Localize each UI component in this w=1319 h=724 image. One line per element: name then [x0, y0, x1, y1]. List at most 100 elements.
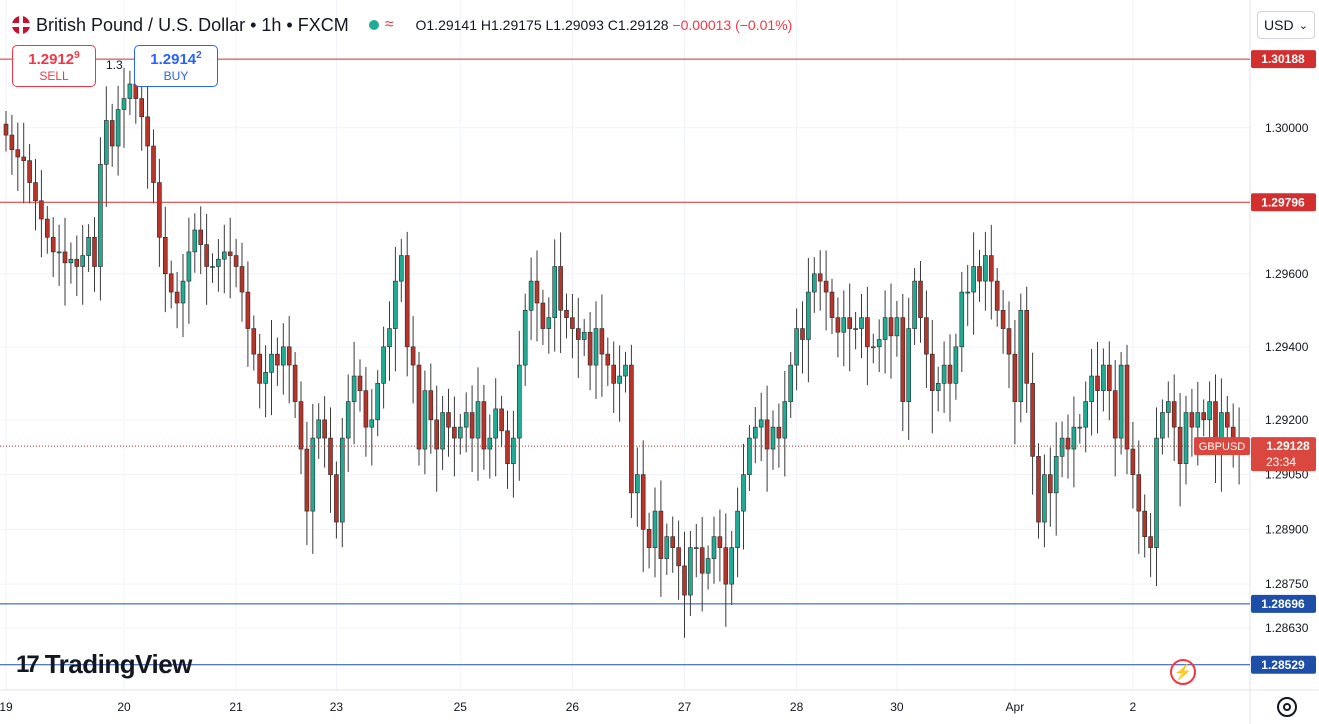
candle-body-up: [516, 364, 522, 439]
candle-body-down: [605, 353, 611, 366]
candle-body-down: [139, 98, 144, 118]
resistance-label-box: [1251, 50, 1316, 69]
candle-body-up: [1059, 437, 1065, 457]
candle-body-down: [646, 529, 652, 548]
candle-body-up: [652, 510, 658, 548]
x-tick-label: 27: [678, 700, 692, 714]
candle-body-up: [1071, 426, 1077, 450]
candle-body-down: [918, 280, 923, 318]
candle-body-down: [163, 237, 168, 275]
x-tick-label: 20: [117, 700, 131, 714]
candle-body-down: [39, 200, 44, 220]
candle-body-down: [92, 237, 97, 267]
candle-body-down: [363, 390, 369, 428]
candle-body-up: [463, 412, 469, 428]
candle-body-up: [1160, 412, 1165, 439]
candle-body-up: [983, 255, 988, 282]
candle-body-down: [275, 353, 280, 366]
candle-body-down: [109, 120, 115, 147]
lightning-icon[interactable]: ⚡: [1170, 659, 1196, 685]
candle-body-up: [487, 437, 493, 450]
candle-body-down: [776, 426, 782, 439]
logo-text: TradingView: [44, 649, 193, 679]
candle-body-down: [1130, 448, 1136, 475]
candle-body-down: [322, 419, 327, 439]
candle-body-down: [257, 353, 263, 384]
buy-price-pip: 2: [196, 50, 202, 61]
buy-price: 1.2914: [150, 51, 197, 68]
candle-body-down: [357, 375, 363, 391]
candle-body-up: [941, 364, 947, 384]
candle-body-down: [304, 448, 310, 512]
candle-body-down: [540, 302, 546, 329]
candle-body-up: [457, 426, 463, 439]
candle-body-down: [1171, 401, 1177, 428]
y-tick-label: 1.29400: [1265, 340, 1309, 354]
candle-body-down: [629, 364, 634, 494]
candle-body-down: [204, 244, 209, 267]
candle-body-down: [404, 255, 410, 348]
x-tick-label: 25: [454, 700, 468, 714]
candle-body-up: [593, 328, 599, 366]
resistance-label: 1.30188: [1261, 52, 1305, 66]
sell-price: 1.2912: [28, 51, 75, 68]
candle-body-up: [806, 291, 811, 340]
candle-body-up: [688, 547, 693, 596]
last-price-box: [1251, 437, 1316, 472]
y-tick-label: 1.30000: [1265, 121, 1309, 135]
candle-body-down: [505, 430, 510, 464]
candle-body-up: [617, 375, 622, 384]
candle-body-down: [558, 266, 563, 311]
candle-body-up: [1089, 375, 1094, 402]
candle-body-up: [310, 437, 316, 512]
candle-body-up: [493, 408, 499, 439]
x-tick-label: Apr: [1006, 700, 1025, 714]
symbol-title[interactable]: British Pound / U.S. Dollar • 1h • FXCM: [36, 14, 349, 35]
y-tick-label: 1.29600: [1265, 267, 1309, 281]
settings-icon[interactable]: [1277, 697, 1297, 717]
sell-label: SELL: [39, 69, 69, 83]
candle-body-up: [222, 251, 227, 260]
candle-body-up: [422, 390, 428, 450]
candle-body-down: [1230, 426, 1236, 439]
candle-body-up: [971, 266, 976, 293]
open-value: O1.29141: [415, 17, 478, 33]
candle-body-up: [735, 510, 740, 548]
candle-body-up: [387, 328, 392, 348]
candle-body-down: [286, 346, 292, 366]
candle-body-up: [316, 419, 322, 439]
candle-body-up: [853, 328, 858, 330]
candle-body-up: [511, 437, 516, 464]
buy-button[interactable]: 1.29142 BUY: [134, 45, 218, 87]
candle-body-down: [227, 251, 233, 256]
candle-body-up: [634, 474, 640, 494]
candle-body-up: [80, 255, 85, 267]
candle-body-down: [434, 419, 440, 450]
y-tick-label: 1.28630: [1265, 621, 1309, 635]
candle-body-down: [174, 291, 180, 304]
candle-body-down: [245, 291, 251, 329]
data-feed-icon[interactable]: ≈: [384, 16, 394, 33]
sell-button[interactable]: 1.29129 SELL: [12, 45, 96, 87]
candle-body-up: [269, 353, 274, 373]
candle-body-down: [865, 317, 870, 348]
currency-selector[interactable]: USD ⌄: [1257, 11, 1315, 39]
candle-body-up: [1207, 401, 1212, 421]
candle-body-down: [198, 229, 203, 245]
candle-body-up: [1083, 401, 1088, 428]
chart-header: British Pound / U.S. Dollar • 1h • FXCM …: [12, 12, 792, 38]
candle-body-up: [1154, 437, 1159, 548]
candle-body-down: [658, 510, 664, 559]
buy-label: BUY: [163, 69, 189, 83]
candle-body-down: [823, 280, 829, 293]
tradingview-logo[interactable]: 17 TradingView: [16, 649, 192, 680]
candle-body-up: [876, 339, 882, 348]
candle-body-down: [676, 547, 681, 567]
candle-body-up: [104, 120, 109, 165]
candle-body-down: [1024, 310, 1029, 384]
candle-body-up: [758, 419, 764, 428]
candle-body-down: [292, 364, 298, 402]
candle-body-down: [1189, 412, 1195, 428]
candle-body-up: [770, 426, 776, 450]
